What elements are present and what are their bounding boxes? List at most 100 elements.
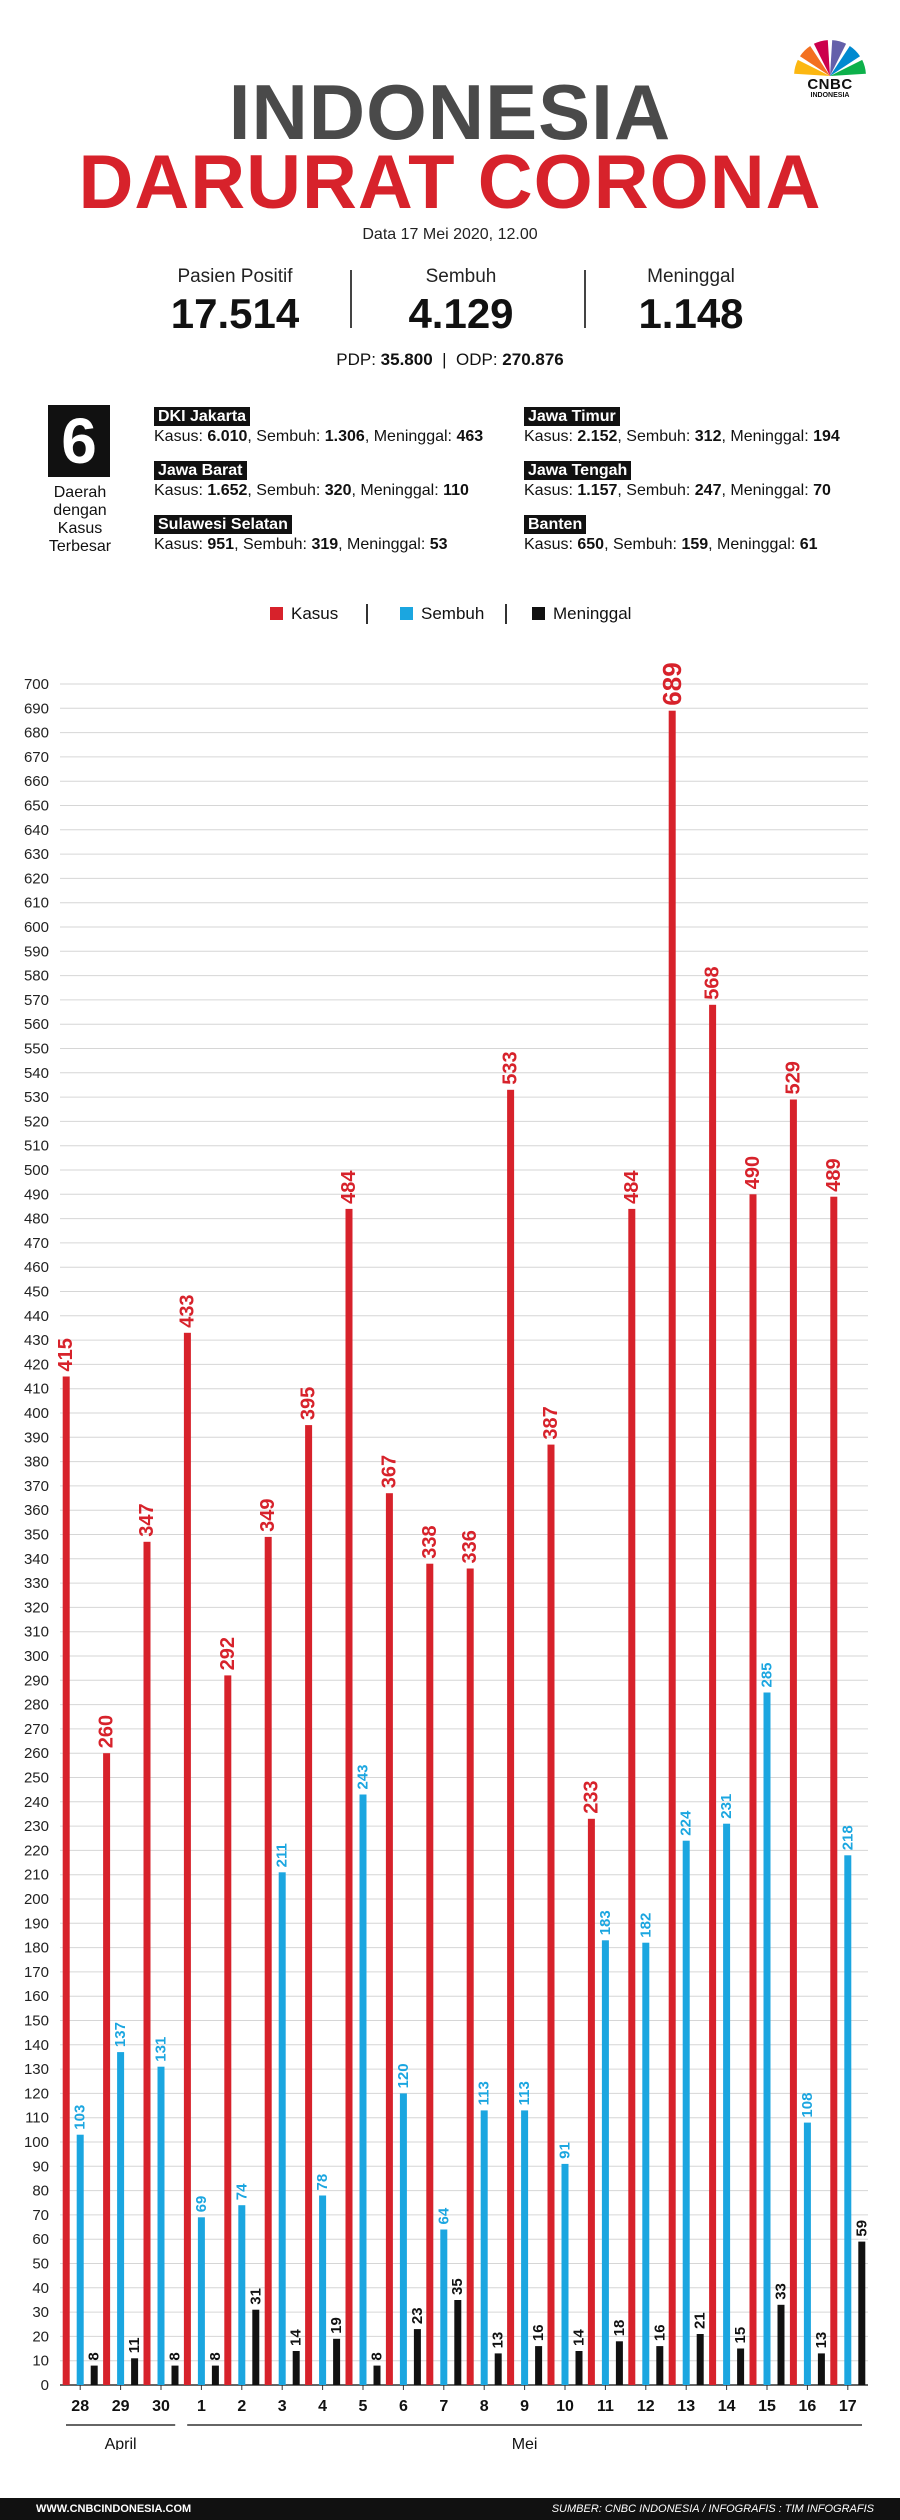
- bar-kasus: [143, 1541, 151, 2385]
- y-tick-label: 530: [24, 1089, 49, 1106]
- month-label: Mei: [512, 2436, 538, 2450]
- y-tick-label: 360: [24, 1502, 49, 1519]
- region-item: Jawa Timur Kasus: 2.152, Sembuh: 312, Men…: [524, 407, 840, 446]
- bar-sembuh: [157, 2066, 165, 2385]
- bar-kasus: [789, 1099, 797, 2385]
- bar-meninggal: [656, 2346, 664, 2385]
- data-label-meninggal: 11: [126, 2337, 143, 2353]
- bar-chart: 0102030405060708090100110120130140150160…: [24, 662, 870, 2450]
- data-label-sembuh: 69: [193, 2196, 210, 2213]
- peacock-feather: [830, 59, 866, 76]
- region-stats: Kasus: 6.010, Sembuh: 1.306, Meninggal: …: [154, 428, 484, 445]
- bar-meninggal: [858, 2241, 866, 2385]
- region-name: Sulawesi Selatan: [154, 515, 292, 534]
- y-tick-label: 270: [24, 1721, 49, 1738]
- region-item: Sulawesi Selatan Kasus: 951, Sembuh: 319,…: [154, 515, 448, 554]
- region-stats: Kasus: 1.157, Sembuh: 247, Meninggal: 70: [524, 482, 831, 499]
- data-label-sembuh: 218: [839, 1825, 856, 1850]
- bar-kasus: [426, 1563, 434, 2385]
- data-label-kasus: 387: [540, 1406, 562, 1439]
- bar-kasus: [103, 1753, 111, 2385]
- bar-sembuh: [117, 2052, 125, 2385]
- data-label-sembuh: 120: [395, 2063, 412, 2088]
- bar-sembuh: [399, 2093, 407, 2385]
- y-tick-label: 200: [24, 1891, 49, 1908]
- bar-kasus: [628, 1208, 636, 2385]
- x-tick-label: 1: [197, 2398, 206, 2415]
- bar-meninggal: [252, 2309, 260, 2385]
- peacock-feather: [800, 46, 830, 76]
- data-label-meninggal: 19: [328, 2317, 345, 2334]
- bar-sembuh: [480, 2110, 488, 2385]
- data-label-kasus: 689: [657, 662, 687, 705]
- y-tick-label: 30: [32, 2304, 49, 2321]
- data-label-meninggal: 15: [732, 2327, 749, 2344]
- y-tick-label: 520: [24, 1113, 49, 1130]
- data-label-kasus: 484: [338, 1170, 360, 1204]
- pdp-odp-line: PDP: 35.800 | ODP: 270.876: [0, 350, 900, 370]
- y-tick-label: 540: [24, 1065, 49, 1082]
- bar-sembuh: [763, 1692, 771, 2385]
- region-stats: Kasus: 650, Sembuh: 159, Meninggal: 61: [524, 536, 818, 553]
- bar-sembuh: [359, 1794, 367, 2385]
- legend-label: Kasus: [291, 604, 339, 623]
- logo-wordmark: CNBC: [807, 76, 853, 93]
- bar-sembuh: [682, 1840, 690, 2385]
- data-label-sembuh: 113: [516, 2081, 533, 2105]
- bar-kasus: [62, 1376, 70, 2385]
- bar-kasus: [385, 1493, 393, 2385]
- peacock-feather: [830, 40, 847, 76]
- pdp-label: PDP:: [336, 350, 376, 369]
- region-stats: Kasus: 2.152, Sembuh: 312, Meninggal: 19…: [524, 428, 840, 445]
- data-label-meninggal: 14: [288, 2329, 305, 2346]
- y-tick-label: 570: [24, 992, 49, 1009]
- x-tick-label: 4: [318, 2398, 327, 2415]
- region-name: Jawa Barat: [154, 461, 247, 480]
- data-label-kasus: 347: [136, 1503, 158, 1536]
- data-label-meninggal: 33: [773, 2283, 790, 2300]
- y-tick-label: 370: [24, 1478, 49, 1495]
- y-tick-label: 610: [24, 895, 49, 912]
- y-tick-label: 510: [24, 1138, 49, 1155]
- peacock-feather: [830, 46, 860, 76]
- title-line-1: INDONESIA: [228, 68, 672, 156]
- data-label-sembuh: 108: [799, 2093, 816, 2118]
- legend-meninggal: Meninggal: [532, 604, 631, 624]
- bar-meninggal: [696, 2334, 704, 2385]
- data-label-meninggal: 18: [611, 2320, 628, 2337]
- x-tick-label: 3: [278, 2398, 287, 2415]
- y-tick-label: 80: [32, 2183, 49, 2200]
- region-stats: Kasus: 1.652, Sembuh: 320, Meninggal: 11…: [154, 482, 469, 499]
- x-tick-label: 30: [152, 2398, 170, 2415]
- bar-kasus: [709, 1004, 717, 2385]
- y-tick-label: 230: [24, 1818, 49, 1835]
- y-tick-label: 260: [24, 1745, 49, 1762]
- data-label-meninggal: 35: [449, 2278, 466, 2295]
- y-tick-label: 630: [24, 846, 49, 863]
- data-label-sembuh: 182: [637, 1913, 654, 1938]
- data-label-sembuh: 78: [314, 2174, 331, 2191]
- y-tick-label: 550: [24, 1041, 49, 1058]
- legend-divider: [366, 604, 368, 624]
- bar-kasus: [305, 1425, 313, 2385]
- y-tick-label: 140: [24, 2037, 49, 2054]
- data-label-kasus: 367: [378, 1455, 400, 1488]
- data-label-meninggal: 13: [813, 2332, 830, 2349]
- y-tick-label: 10: [32, 2353, 49, 2370]
- data-label-sembuh: 137: [112, 2022, 129, 2047]
- stat-label: Sembuh: [425, 266, 497, 287]
- y-tick-label: 170: [24, 1964, 49, 1981]
- y-tick-label: 40: [32, 2280, 49, 2297]
- y-tick-label: 280: [24, 1697, 49, 1714]
- y-tick-label: 340: [24, 1551, 49, 1568]
- region-name: Banten: [524, 515, 587, 534]
- legend-kasus: Kasus: [270, 604, 338, 624]
- x-tick-label: 8: [480, 2398, 489, 2415]
- data-label-meninggal: 14: [570, 2329, 587, 2346]
- data-label-kasus: 395: [298, 1387, 320, 1420]
- bar-sembuh: [76, 2134, 84, 2385]
- data-label-sembuh: 224: [678, 1810, 695, 1836]
- bar-kasus: [466, 1568, 474, 2385]
- stat-meninggal: Meninggal 1.148: [576, 266, 806, 338]
- bar-kasus: [547, 1444, 555, 2385]
